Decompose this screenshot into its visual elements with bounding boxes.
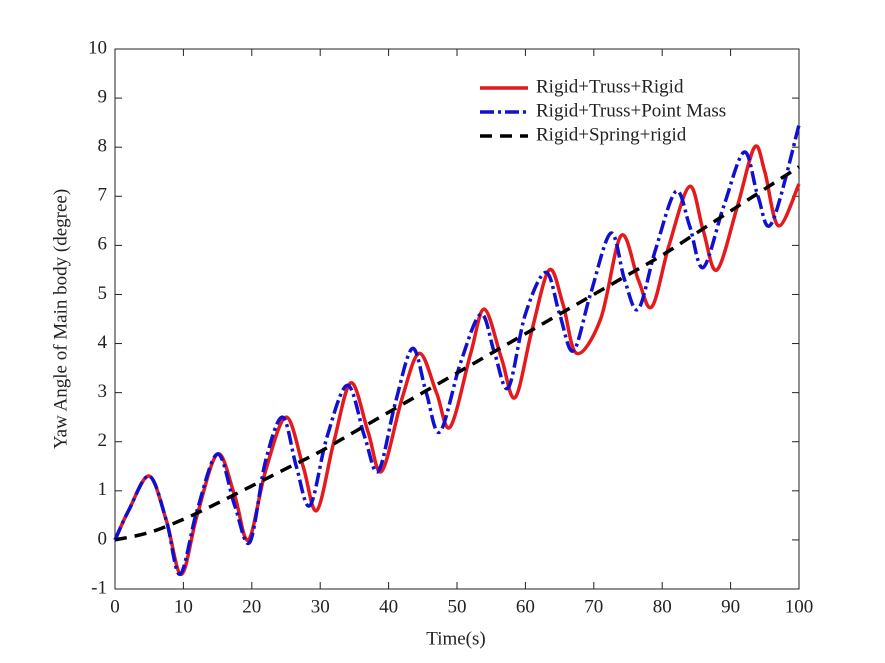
y-tick-label: 8 — [98, 136, 108, 157]
legend-label: Rigid+Spring+rigid — [536, 124, 687, 145]
x-tick-label: 80 — [653, 596, 672, 617]
x-tick-label: 0 — [110, 596, 120, 617]
y-tick-label: 7 — [98, 185, 108, 206]
y-tick-label: 0 — [98, 528, 108, 549]
x-tick-label: 90 — [721, 596, 740, 617]
x-tick-label: 40 — [379, 596, 398, 617]
plot-frame — [114, 48, 800, 590]
y-tick-label: 10 — [88, 37, 107, 58]
x-axis-label: Time(s) — [426, 628, 485, 649]
legend-label: Rigid+Truss+Point Mass — [536, 100, 726, 121]
x-tick-label: 30 — [311, 596, 330, 617]
x-tick-label: 50 — [448, 596, 467, 617]
y-tick-label: 3 — [98, 381, 108, 402]
y-tick-label: 5 — [98, 283, 108, 304]
x-tick-label: 70 — [584, 596, 603, 617]
x-tick-label: 100 — [785, 596, 814, 617]
x-tick-label: 10 — [174, 596, 193, 617]
y-tick-label: 6 — [98, 234, 108, 255]
series-line — [114, 165, 800, 542]
y-tick-label: 1 — [98, 479, 108, 500]
series-line — [113, 144, 801, 577]
y-axis-label: Yaw Angle of Main body (degree) — [50, 189, 71, 449]
y-tick-label: 9 — [98, 86, 108, 107]
x-tick-label: 60 — [516, 596, 535, 617]
legend-label: Rigid+Truss+Rigid — [536, 76, 684, 97]
y-tick-label: 2 — [98, 430, 108, 451]
y-tick-label: 4 — [98, 332, 108, 353]
y-tick-label: -1 — [91, 577, 107, 598]
series-line — [113, 124, 801, 577]
x-tick-label: 20 — [242, 596, 261, 617]
